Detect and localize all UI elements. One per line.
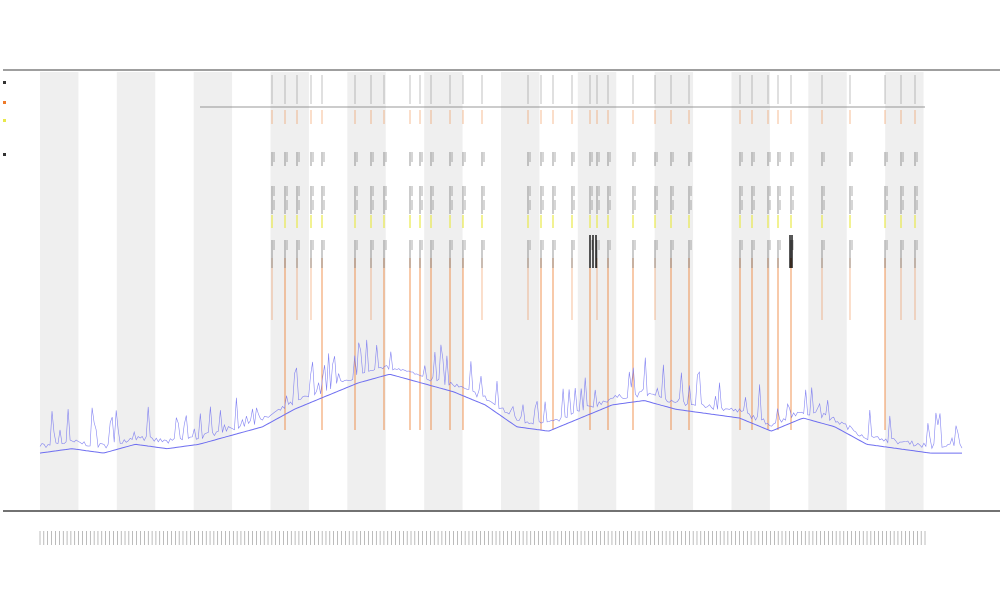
legend-item-3 <box>3 118 7 123</box>
trace-baseline <box>39 374 962 454</box>
trace-line <box>39 339 963 450</box>
trace-series <box>39 339 963 454</box>
shaded-band <box>654 72 694 510</box>
shaded-band <box>116 72 156 510</box>
legend-item-4 <box>3 152 7 157</box>
legend-swatch-1 <box>3 81 6 85</box>
shaded-band <box>885 72 924 510</box>
shaded-band <box>40 72 79 510</box>
shaded-band <box>347 72 386 510</box>
legend-item-2 <box>3 100 7 105</box>
background-bands <box>40 72 924 510</box>
legend-swatch-3 <box>3 119 6 123</box>
shaded-band <box>270 72 309 510</box>
shaded-band <box>731 72 770 510</box>
shaded-band <box>808 72 847 510</box>
x-axis-ticks <box>39 531 926 545</box>
legend-swatch-2 <box>3 101 6 105</box>
legend-item-1 <box>3 80 7 85</box>
legend-swatch-4 <box>3 153 6 157</box>
shaded-band <box>501 72 540 510</box>
shaded-band <box>424 72 463 510</box>
event-lines <box>271 75 918 430</box>
